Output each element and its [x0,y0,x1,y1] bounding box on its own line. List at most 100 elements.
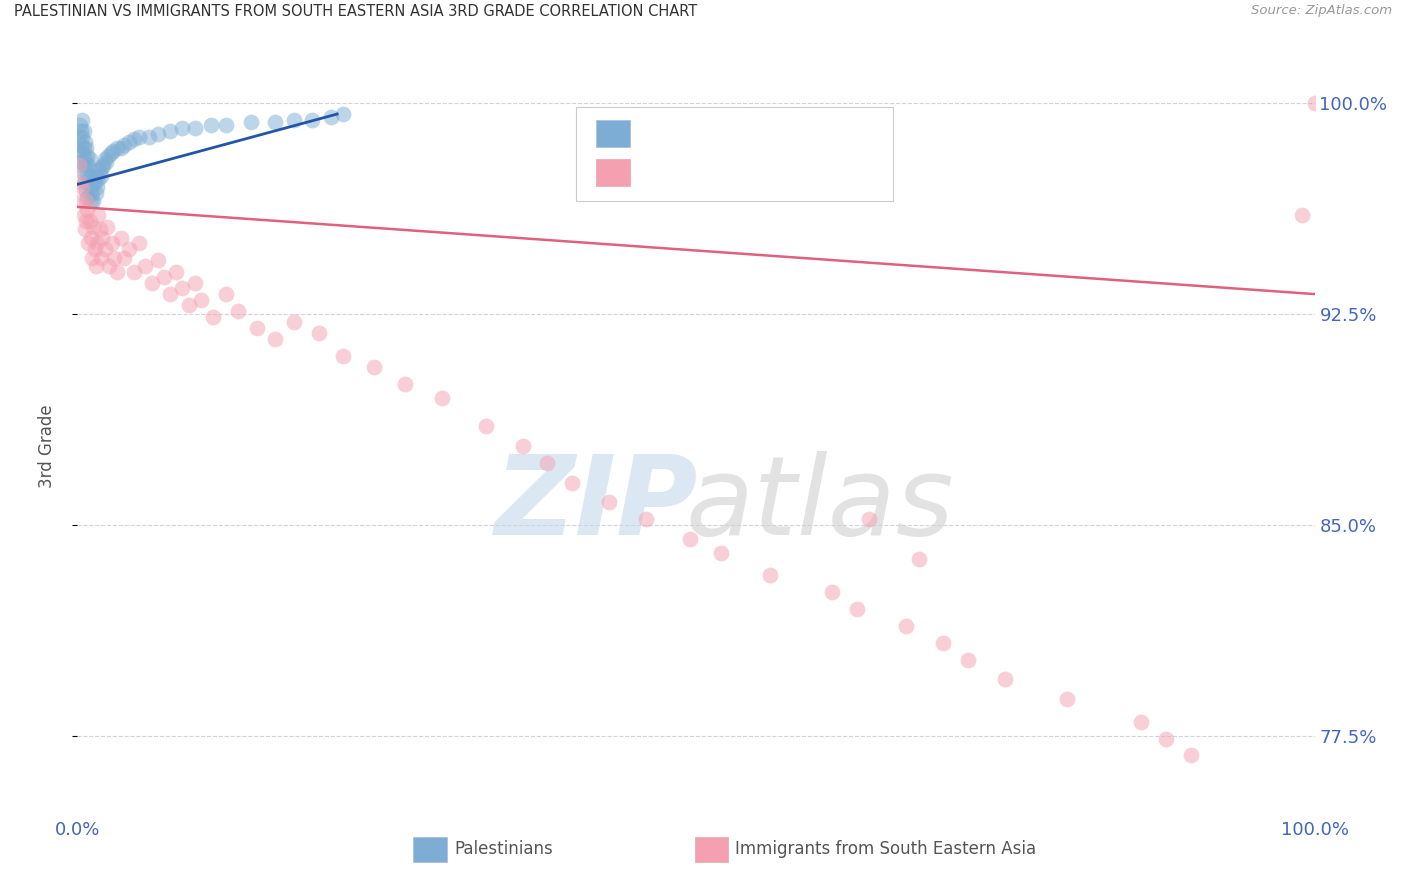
Point [96,219,118,234]
Point [146,127,169,141]
Point [896,619,918,633]
Point [432,391,454,405]
Point [679,532,702,546]
Point [112,251,135,265]
Point [332,107,354,121]
Point [76,191,98,205]
Point [91,158,114,172]
Point [759,568,782,582]
Point [72,146,94,161]
Point [72,129,94,144]
Point [94,154,117,169]
Point [84,259,107,273]
Point [105,264,128,278]
Point [561,475,583,490]
Text: Source: ZipAtlas.com: Source: ZipAtlas.com [1251,4,1392,18]
Point [283,112,305,127]
Point [153,270,176,285]
Point [536,456,558,470]
Point [101,236,124,251]
Point [75,183,97,197]
Text: atlas: atlas [685,451,955,558]
Point [97,149,120,163]
Point [75,158,97,172]
Point [319,110,342,124]
Point [146,253,169,268]
Point [75,141,97,155]
Point [67,129,90,144]
Point [73,135,96,149]
Point [69,175,91,189]
Point [77,158,100,172]
Point [141,276,163,290]
Point [110,231,132,245]
Point [165,264,187,278]
Text: -0.120: -0.120 [682,162,751,182]
Point [83,175,105,189]
Point [202,310,225,324]
Point [190,293,212,307]
Point [80,231,103,245]
Text: 67: 67 [799,124,825,144]
Point [100,146,122,161]
Point [75,214,97,228]
Point [72,166,94,180]
Point [512,439,534,453]
Point [239,115,262,129]
Point [907,551,929,566]
Point [86,236,108,251]
Point [87,171,110,186]
Point [636,512,658,526]
Point [118,135,141,149]
Point [821,585,844,599]
Text: PALESTINIAN VS IMMIGRANTS FROM SOUTH EASTERN ASIA 3RD GRADE CORRELATION CHART: PALESTINIAN VS IMMIGRANTS FROM SOUTH EAS… [14,4,697,20]
Point [70,138,93,153]
Point [72,124,94,138]
Text: R =: R = [640,125,679,143]
Point [70,154,93,169]
Point [70,194,93,209]
Point [172,121,194,136]
Point [1130,714,1153,729]
Point [77,175,100,189]
Point [159,124,181,138]
Point [301,112,323,127]
Point [122,264,145,278]
Point [994,673,1017,687]
Point [90,169,112,183]
Point [91,161,114,175]
Point [89,222,111,236]
Point [332,349,354,363]
Point [246,321,269,335]
Point [932,636,955,650]
Point [79,152,101,166]
Point [80,194,103,209]
Point [69,118,91,132]
Point [72,141,94,155]
Point [82,186,104,200]
Point [103,251,125,265]
Point [82,178,104,192]
Point [184,121,207,136]
Text: 76: 76 [799,162,825,182]
Point [72,158,94,172]
Point [215,118,238,132]
Point [67,158,90,172]
Point [82,219,104,234]
Point [76,166,98,180]
Point [112,138,135,153]
Point [72,112,94,127]
Point [69,144,91,158]
Text: ZIP: ZIP [495,451,699,558]
Point [77,236,100,251]
Point [76,149,98,163]
Point [73,175,96,189]
Point [845,602,868,616]
Point [70,124,93,138]
Point [79,169,101,183]
Point [79,214,101,228]
Point [79,186,101,200]
Point [75,194,97,209]
Point [98,259,121,273]
Point [226,304,249,318]
